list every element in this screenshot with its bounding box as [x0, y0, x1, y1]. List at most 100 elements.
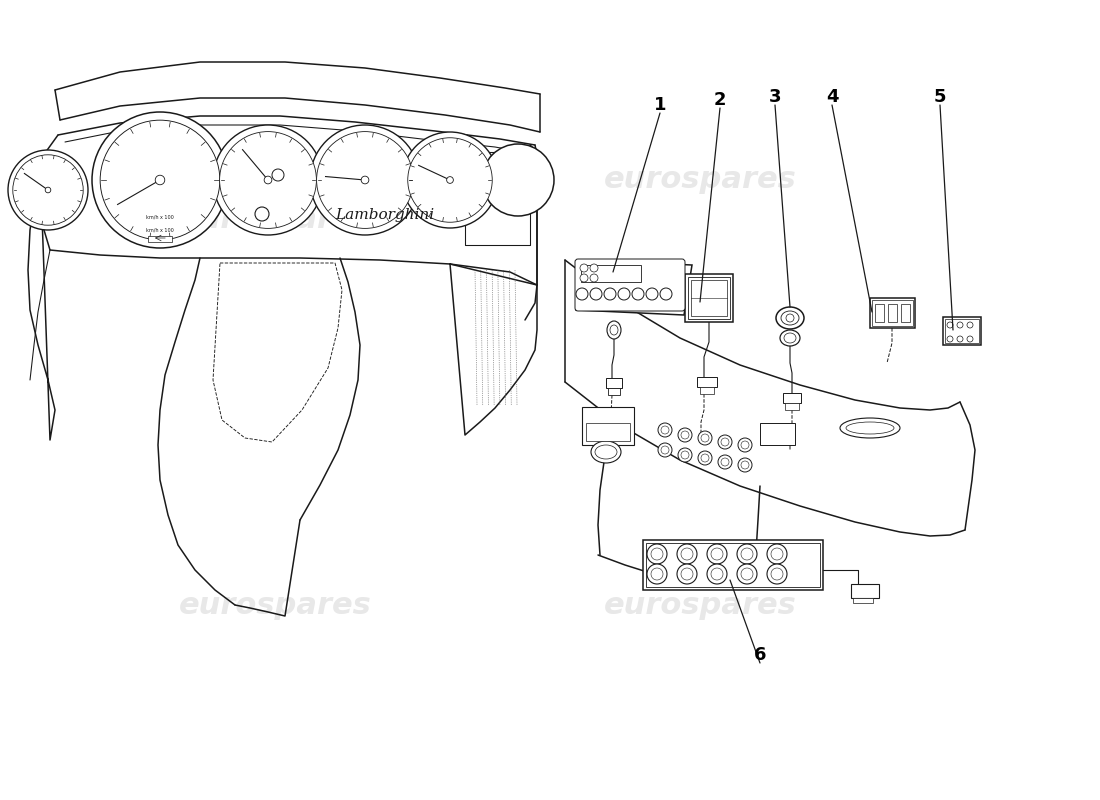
- Text: km/h x 100: km/h x 100: [146, 228, 174, 233]
- Circle shape: [741, 461, 749, 469]
- Circle shape: [255, 207, 270, 221]
- Ellipse shape: [591, 441, 622, 463]
- Circle shape: [676, 544, 697, 564]
- Circle shape: [947, 322, 953, 328]
- Text: km/h x 100: km/h x 100: [146, 215, 174, 220]
- FancyBboxPatch shape: [575, 259, 685, 311]
- Circle shape: [720, 458, 729, 466]
- Ellipse shape: [846, 422, 894, 434]
- Circle shape: [661, 426, 669, 434]
- Circle shape: [100, 120, 220, 240]
- Circle shape: [698, 431, 712, 445]
- Circle shape: [767, 564, 786, 584]
- Circle shape: [658, 443, 672, 457]
- Circle shape: [590, 274, 598, 282]
- Bar: [644, 540, 823, 590]
- Bar: [646, 543, 820, 587]
- Text: eurospares: eurospares: [178, 590, 372, 619]
- Bar: [581, 265, 641, 282]
- Text: eurospares: eurospares: [604, 590, 796, 619]
- Circle shape: [92, 112, 228, 248]
- Circle shape: [701, 454, 710, 462]
- Circle shape: [707, 564, 727, 584]
- Circle shape: [658, 423, 672, 437]
- Bar: [870, 298, 915, 328]
- Bar: [691, 280, 727, 316]
- Bar: [945, 319, 979, 343]
- Text: Lamborghini: Lamborghini: [336, 208, 434, 222]
- Circle shape: [720, 438, 729, 446]
- Ellipse shape: [840, 418, 900, 438]
- Circle shape: [947, 336, 953, 342]
- Circle shape: [741, 548, 754, 560]
- Bar: [700, 387, 714, 394]
- Circle shape: [711, 568, 723, 580]
- Circle shape: [647, 544, 667, 564]
- Bar: [785, 403, 799, 410]
- Circle shape: [647, 564, 667, 584]
- Circle shape: [707, 544, 727, 564]
- Circle shape: [576, 288, 588, 300]
- Bar: [874, 304, 884, 322]
- Circle shape: [676, 564, 697, 584]
- Text: 6: 6: [754, 646, 767, 664]
- Ellipse shape: [610, 325, 618, 335]
- Circle shape: [590, 264, 598, 272]
- Circle shape: [632, 288, 644, 300]
- Bar: [888, 304, 896, 322]
- Circle shape: [738, 438, 752, 452]
- Circle shape: [310, 125, 420, 235]
- Circle shape: [741, 568, 754, 580]
- Bar: [852, 598, 873, 603]
- Ellipse shape: [607, 321, 621, 339]
- Circle shape: [698, 451, 712, 465]
- Circle shape: [213, 125, 323, 235]
- Bar: [582, 407, 634, 445]
- Text: 3: 3: [769, 88, 781, 106]
- Circle shape: [681, 451, 689, 459]
- Circle shape: [701, 434, 710, 442]
- Circle shape: [361, 176, 368, 184]
- Circle shape: [402, 132, 498, 228]
- Text: 4: 4: [826, 88, 838, 106]
- Polygon shape: [576, 260, 692, 315]
- Bar: [606, 378, 621, 388]
- Circle shape: [767, 544, 786, 564]
- Circle shape: [957, 336, 962, 342]
- Bar: [586, 423, 630, 441]
- Ellipse shape: [595, 445, 617, 459]
- Circle shape: [738, 458, 752, 472]
- Text: 2: 2: [714, 91, 726, 109]
- Circle shape: [661, 446, 669, 454]
- Circle shape: [737, 544, 757, 564]
- Circle shape: [660, 288, 672, 300]
- Text: 1: 1: [653, 96, 667, 114]
- Ellipse shape: [786, 314, 794, 322]
- Circle shape: [447, 177, 453, 183]
- Bar: [688, 277, 730, 319]
- Text: eurospares: eurospares: [178, 206, 372, 234]
- Bar: [760, 423, 795, 445]
- Circle shape: [711, 548, 723, 560]
- Bar: [148, 236, 172, 242]
- Circle shape: [737, 564, 757, 584]
- Circle shape: [272, 169, 284, 181]
- Circle shape: [741, 441, 749, 449]
- Circle shape: [771, 568, 783, 580]
- Ellipse shape: [776, 307, 804, 329]
- Circle shape: [718, 435, 732, 449]
- Circle shape: [604, 288, 616, 300]
- Circle shape: [580, 274, 588, 282]
- Circle shape: [646, 288, 658, 300]
- Text: eurospares: eurospares: [604, 166, 796, 194]
- Circle shape: [681, 568, 693, 580]
- Ellipse shape: [784, 333, 796, 343]
- Bar: [851, 584, 879, 598]
- Ellipse shape: [781, 311, 799, 325]
- Bar: [697, 377, 717, 387]
- Bar: [685, 274, 733, 322]
- Circle shape: [220, 131, 317, 229]
- Circle shape: [718, 455, 732, 469]
- Circle shape: [590, 288, 602, 300]
- Circle shape: [45, 187, 51, 193]
